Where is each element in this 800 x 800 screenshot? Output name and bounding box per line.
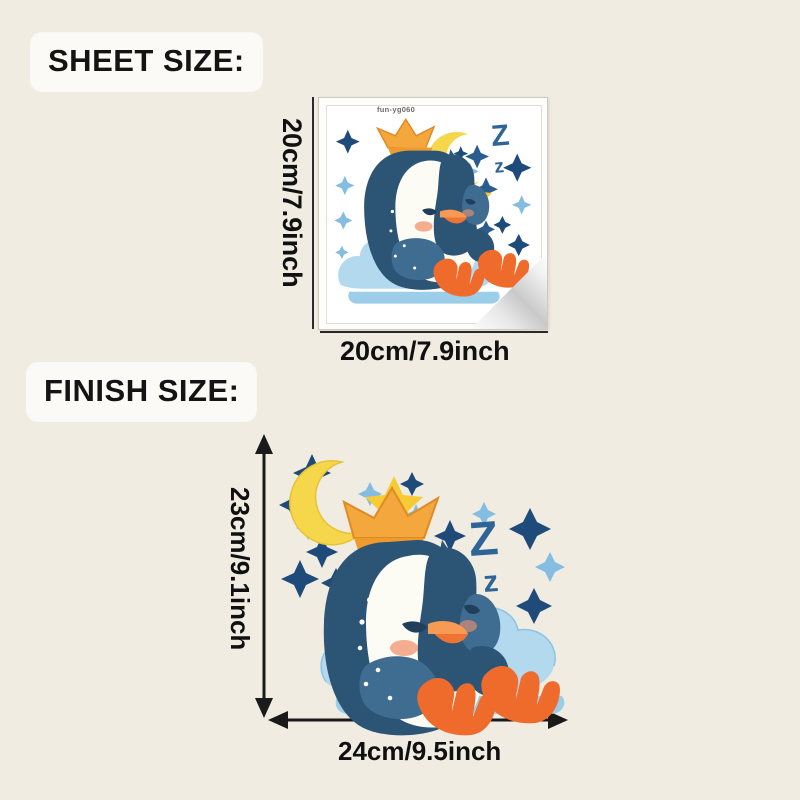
sheet-size-heading: SHEET SIZE: xyxy=(36,38,257,86)
finish-size-artwork: Z z xyxy=(279,432,570,736)
finish-height-label: 23cm/9.1inch xyxy=(225,487,255,651)
penguin-small xyxy=(364,118,530,297)
finish-height-arrow xyxy=(252,434,276,718)
sticker-sheet: Z z xyxy=(318,97,548,330)
sheet-code-label: fun-yg060 xyxy=(377,105,416,114)
sheet-width-label: 20cm/7.9inch xyxy=(340,336,510,366)
svg-text:z: z xyxy=(494,156,505,178)
penguin-illustration-small: Z z xyxy=(334,118,532,304)
penguin-large xyxy=(323,486,560,736)
penguin-illustration-large: Z z xyxy=(279,454,565,736)
svg-text:Z: Z xyxy=(490,119,511,153)
sleep-letters-large: Z z xyxy=(467,512,500,599)
moon-large xyxy=(289,460,365,546)
finish-size-heading: FINISH SIZE: xyxy=(32,368,252,416)
svg-text:Z: Z xyxy=(467,512,500,567)
svg-text:z: z xyxy=(482,565,499,599)
sticker-sheet-artwork: Z z xyxy=(326,105,542,324)
finish-width-label: 24cm/9.5inch xyxy=(338,736,502,766)
sheet-height-label: 20cm/7.9inch xyxy=(277,118,307,288)
sleep-letters-small: Z z xyxy=(490,119,511,178)
sheet-height-rule xyxy=(312,97,314,329)
sheet-width-rule xyxy=(320,331,548,333)
